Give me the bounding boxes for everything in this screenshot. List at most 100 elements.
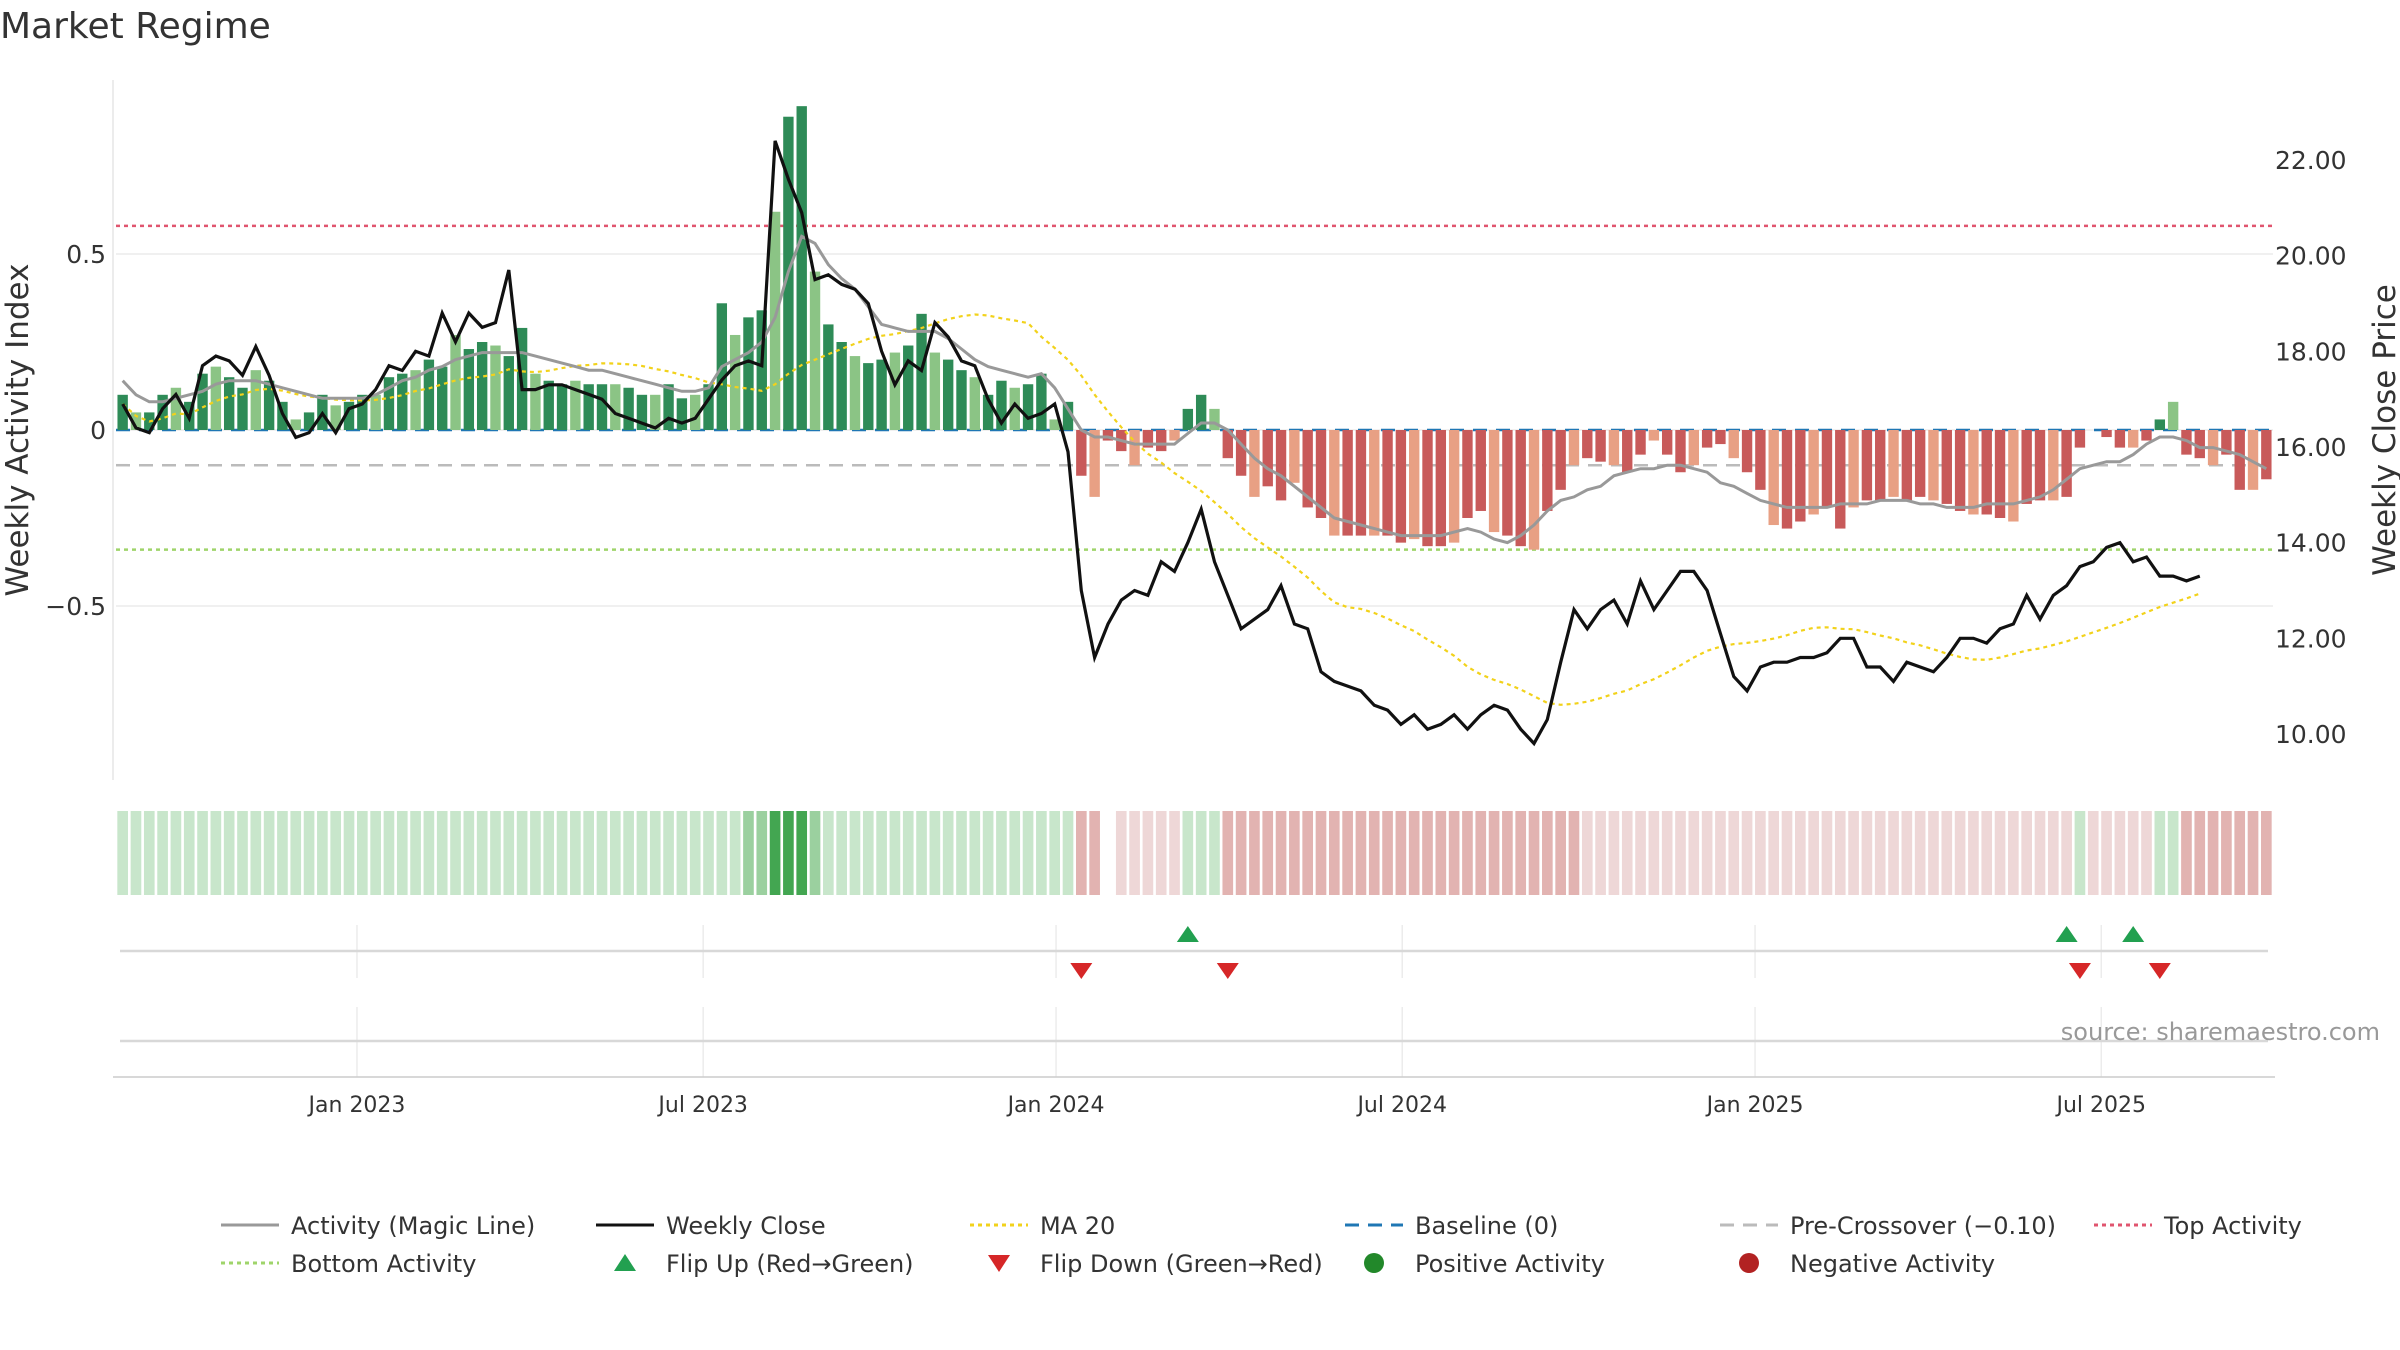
activity-bar (1009, 387, 1020, 430)
reference-lines (116, 224, 2273, 551)
activity-bar (223, 377, 235, 430)
magic-line (121, 234, 2267, 545)
source-credit: source: sharemaestro.com (2061, 1018, 2380, 1046)
y-tick-label: 0.5 (66, 240, 106, 269)
activity-bar (1342, 430, 1353, 536)
activity-bar (2034, 430, 2046, 501)
regime-cell (1928, 811, 1939, 895)
regime-cell (1781, 811, 1793, 895)
activity-bar (130, 412, 142, 430)
activity-bar (1409, 430, 1420, 540)
activity-bar (610, 384, 621, 430)
activity-bar (2061, 430, 2072, 497)
regime-cell (676, 811, 688, 895)
regime-cell (1195, 811, 1207, 895)
y-tick-label: −0.5 (45, 592, 106, 621)
activity-bar (423, 359, 435, 430)
regime-cell (2181, 811, 2192, 895)
regime-cell (237, 811, 248, 895)
activity-bar (1728, 430, 1739, 459)
activity-bar (1382, 430, 1393, 536)
activity-bar (823, 324, 834, 430)
activity-bar (263, 380, 275, 430)
activity-bar (1755, 430, 1766, 490)
activity-bar (1582, 430, 1593, 459)
activity-bar (330, 405, 341, 430)
legend-label: Top Activity (2163, 1212, 2302, 1240)
activity-bar (2154, 419, 2166, 430)
activity-bar (1022, 384, 1034, 430)
regime-cell (809, 811, 821, 895)
activity-bar (1422, 430, 1433, 547)
activity-bar (1981, 430, 1992, 515)
activity-bar (1701, 430, 1713, 448)
ma20-line (121, 313, 2201, 706)
activity-bar (530, 373, 541, 430)
regime-cell (583, 811, 595, 895)
regime-cell (636, 811, 648, 895)
regime-strip (117, 811, 2272, 895)
activity-bar (690, 394, 701, 430)
regime-cell (1022, 811, 1034, 895)
regime-cell (2061, 811, 2072, 895)
activity-bar (703, 384, 714, 430)
activity-bar (463, 349, 475, 430)
activity-bar (1901, 430, 1913, 501)
activity-bar (863, 363, 874, 430)
regime-cell (1249, 811, 1260, 895)
activity-bar (2101, 430, 2112, 438)
activity-bar (1315, 430, 1327, 518)
activity-bar (1835, 430, 1846, 529)
legend: Activity (Magic Line) Weekly Close MA 20 Ba… (221, 1212, 2302, 1278)
regime-cell (1528, 811, 1540, 895)
regime-cell (1568, 811, 1580, 895)
activity-bar (1715, 430, 1726, 445)
activity-bar (623, 387, 634, 430)
signals-panel (120, 925, 2268, 979)
activity-bar (650, 394, 661, 430)
regime-cell (450, 811, 461, 895)
activity-bar (1688, 430, 1699, 466)
activity-bar (729, 334, 741, 430)
activity-bar (117, 394, 128, 430)
regime-cell (1302, 811, 1314, 895)
legend-label: Positive Activity (1415, 1250, 1605, 1278)
regime-cell (1621, 811, 1633, 895)
regime-cell (982, 811, 994, 895)
activity-bar (1435, 430, 1447, 547)
regime-cell (250, 811, 262, 895)
activity-bar (1195, 394, 1207, 430)
activity-bar (1462, 430, 1473, 518)
regime-cell (689, 811, 701, 895)
activity-bar (1062, 401, 1074, 430)
activity-bar (250, 370, 261, 430)
regime-cell (303, 811, 315, 895)
regime-cell (889, 811, 901, 895)
regime-cell (183, 811, 195, 895)
regime-cell (1155, 811, 1167, 895)
activity-bar (796, 106, 807, 430)
legend-item: Pre-Crossover (−0.10) (1720, 1212, 2056, 1240)
flip-down-marker (1216, 963, 1239, 979)
flip-up-marker (2122, 926, 2145, 942)
activity-bar (397, 373, 408, 430)
regime-cell (516, 811, 528, 895)
legend-item: Flip Up (Red→Green) (614, 1250, 914, 1278)
regime-cell (343, 811, 355, 895)
regime-cell (1235, 811, 1247, 895)
legend-label: Negative Activity (1790, 1250, 1995, 1278)
regime-cell (2047, 811, 2059, 895)
activity-bar (570, 380, 581, 430)
activity-bar (1302, 430, 1313, 508)
regime-cell (1635, 811, 1646, 895)
x-tick-label: Jul 2024 (1355, 1093, 1447, 1118)
regime-cell (956, 811, 967, 895)
legend-item: Activity (Magic Line) (221, 1212, 535, 1240)
regime-cell (716, 811, 728, 895)
activity-bar (237, 387, 248, 430)
regime-cell (1382, 811, 1393, 895)
regime-cell (383, 811, 395, 895)
activity-bar (1661, 430, 1673, 455)
legend-item: Baseline (0) (1345, 1212, 1558, 1240)
